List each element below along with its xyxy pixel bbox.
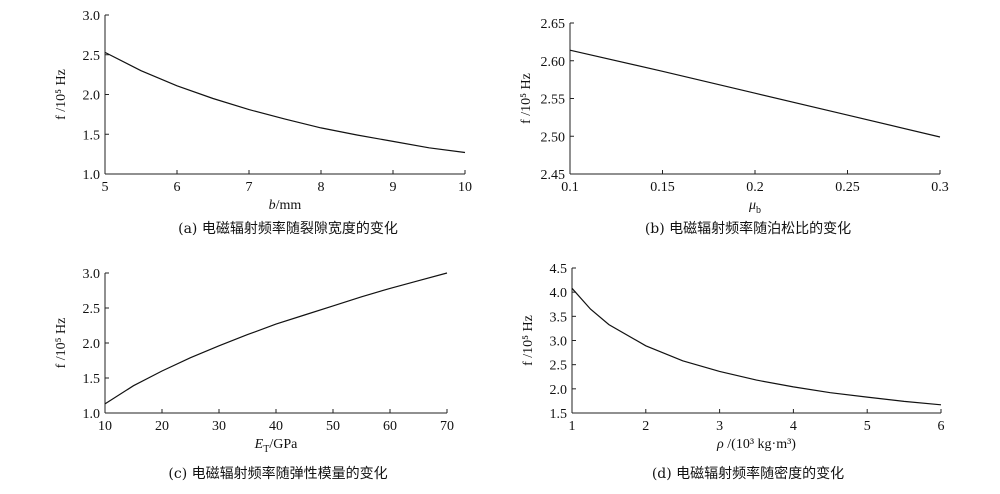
- y-tick-label: 1.0: [83, 407, 101, 422]
- x-tick-label: 1: [569, 419, 576, 434]
- series-line: [569, 49, 941, 138]
- y-axis-label: f /10⁵ Hz: [519, 73, 534, 124]
- x-tick-label: 0.1: [561, 180, 579, 195]
- y-tick-label: 2.45: [541, 168, 566, 183]
- y-tick-label: 2.5: [550, 359, 568, 374]
- x-tick-label: 4: [790, 419, 797, 434]
- y-axis-label: f /10⁵ Hz: [521, 315, 536, 366]
- y-tick-label: 4.5: [550, 262, 568, 277]
- x-tick-label: 3: [716, 419, 723, 434]
- y-tick-label: 2.0: [83, 337, 101, 352]
- chart-panel-1: 0.1 0.15 0.2 0.25 0.3 2.45 2.50 2.55 2.60 2.65 f /…: [519, 17, 949, 237]
- y-tick-label: 2.65: [541, 17, 566, 32]
- series-line: [104, 51, 466, 154]
- x-tick-label: 9: [390, 180, 397, 195]
- x-tick-label: 8: [318, 180, 325, 195]
- y-tick-label: 2.0: [550, 383, 568, 398]
- y-tick-label: 2.50: [541, 130, 566, 145]
- x-tick-label: 5: [864, 419, 871, 434]
- x-tick-label: 0.3: [931, 180, 949, 195]
- panel-caption: (d) 电磁辐射频率随密度的变化: [652, 465, 844, 482]
- x-tick-label: 10: [98, 419, 112, 434]
- y-tick-label: 1.0: [83, 168, 101, 183]
- y-tick-label: 2.0: [83, 89, 101, 104]
- chart-panel-2: 10 20 30 40 50 60 70 1.0 1.5 2.0 2.5 3.0 f /10⁵ Hz ET…: [54, 267, 454, 482]
- x-tick-label: 50: [326, 419, 340, 434]
- x-tick-label: 6: [174, 180, 181, 195]
- y-tick-label: 2.55: [541, 93, 566, 108]
- x-tick-label: 7: [246, 180, 253, 195]
- y-tick-label: 2.5: [83, 302, 101, 317]
- y-axis-label: f /10⁵ Hz: [54, 69, 69, 120]
- x-axis-label: ρ /(10³ kg·m³): [716, 437, 796, 452]
- x-axis-label: b/mm: [269, 198, 302, 213]
- x-tick-label: 0.25: [835, 180, 860, 195]
- x-tick-label: 30: [212, 419, 226, 434]
- x-axis-label: μb: [748, 198, 761, 216]
- y-tick-label: 1.5: [83, 128, 101, 143]
- y-tick-label: 4.0: [550, 286, 568, 301]
- panel-caption: (b) 电磁辐射频率随泊松比的变化: [645, 220, 851, 237]
- y-tick-label: 1.5: [83, 372, 101, 387]
- x-tick-label: 0.2: [746, 180, 764, 195]
- x-tick-label: 10: [458, 180, 472, 195]
- x-tick-label: 40: [269, 419, 283, 434]
- chart-panel-3: 1 2 3 4 5 6 1.5 2.0 2.5 3.0 3.5 4.0 4.5 f /10⁵ Hz ρ /(…: [521, 262, 945, 482]
- x-tick-label: 70: [440, 419, 454, 434]
- chart-panel-0: 5 6 7 8 9 10 1.0 1.5 2.0 2.5 3.0 f /10⁵ Hz b/mm (a) 电…: [54, 9, 472, 237]
- x-tick-label: 0.15: [650, 180, 675, 195]
- x-tick-label: 60: [383, 419, 397, 434]
- y-tick-label: 3.0: [83, 267, 101, 282]
- y-tick-label: 2.5: [83, 49, 101, 64]
- panel-caption: (c) 电磁辐射频率随弹性模量的变化: [168, 465, 387, 482]
- x-tick-label: 6: [938, 419, 945, 434]
- y-tick-label: 2.60: [541, 55, 566, 70]
- x-tick-label: 20: [155, 419, 169, 434]
- x-tick-label: 2: [642, 419, 649, 434]
- x-tick-label: 5: [102, 180, 109, 195]
- series-line: [571, 287, 942, 406]
- series-line: [104, 272, 448, 405]
- y-tick-label: 1.5: [550, 407, 568, 422]
- y-tick-label: 3.0: [83, 9, 101, 24]
- y-axis-label: f /10⁵ Hz: [54, 318, 69, 369]
- y-tick-label: 3.5: [550, 310, 568, 325]
- y-tick-label: 3.0: [550, 335, 568, 350]
- panel-caption: (a) 电磁辐射频率随裂隙宽度的变化: [178, 220, 398, 237]
- x-axis-label: ET/GPa: [254, 437, 298, 455]
